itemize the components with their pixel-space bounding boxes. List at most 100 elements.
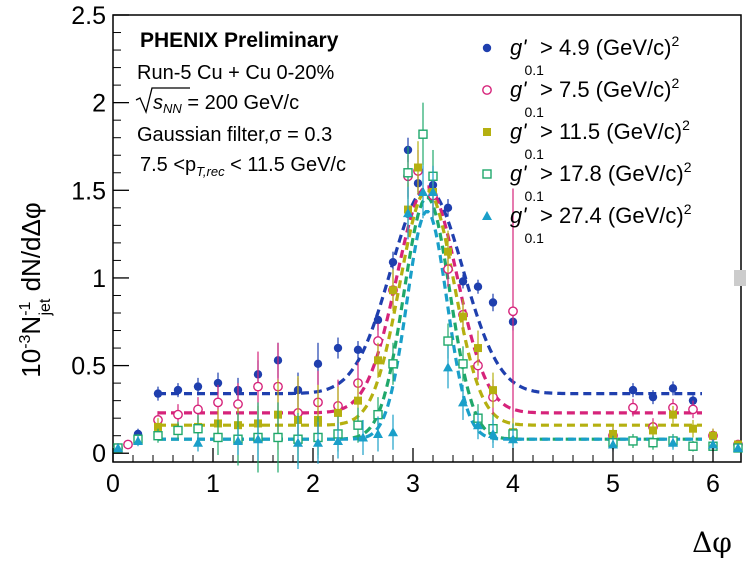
data-point [354, 396, 362, 405]
pt-range-sub: T,rec [196, 164, 225, 179]
data-point [213, 432, 223, 443]
data-point [418, 129, 428, 139]
data-point [213, 378, 223, 388]
data-point [123, 439, 133, 450]
data-point [373, 428, 383, 438]
data-point [153, 389, 163, 398]
data-point [688, 404, 698, 415]
data-point [418, 187, 428, 197]
data-point [443, 336, 453, 346]
data-point [313, 359, 323, 369]
data-point [668, 384, 678, 393]
data-point [608, 439, 618, 449]
data-point [333, 343, 343, 353]
legend: g' 0.1 > 4.9 (GeV/c)2g' 0.1 > 7.5 (GeV/c)2… [482, 33, 692, 246]
data-point [488, 428, 498, 438]
plot-frame [112, 14, 742, 463]
data-point [689, 424, 697, 433]
data-point [609, 429, 617, 438]
legend-entry: g' 0.1 > 4.9 (GeV/c)2 [510, 33, 679, 78]
data-point [373, 315, 383, 325]
legend-marker [482, 211, 492, 220]
data-point [358, 432, 368, 442]
x-axis-label: Δφ [692, 526, 732, 559]
x-tick-label: 3 [406, 470, 420, 498]
data-point [374, 356, 382, 365]
x-tick-label: 1 [206, 470, 220, 498]
data-point [488, 298, 498, 307]
data-point [388, 257, 398, 267]
data-point [628, 385, 638, 395]
data-point [668, 437, 678, 447]
data-point [233, 399, 243, 410]
data-point [444, 247, 452, 256]
sqrt-sub: NN [163, 101, 182, 116]
data-point [474, 344, 482, 353]
pt-range-post: < 11.5 GeV/c [225, 154, 346, 176]
legend-marker [482, 43, 492, 53]
legend-entry: g' 0.1 > 17.8 (GeV/c)2 [510, 159, 692, 204]
data-point [628, 436, 638, 446]
data-point [443, 362, 453, 372]
x-tick-label: 2 [306, 470, 320, 498]
annotation-energy: sNN = 200 GeV/c [135, 87, 299, 116]
data-point [733, 442, 743, 452]
data-point [173, 425, 183, 436]
axes: 0 1 2 3 4 5 6 0 0.5 1 1.5 2 2.5 [71, 2, 720, 498]
data-point [353, 420, 363, 430]
y-tick-label: 1.5 [71, 177, 106, 205]
energy-rest: = 200 GeV/c [182, 92, 299, 114]
data-point [443, 203, 453, 213]
data-point [213, 397, 223, 408]
data-point [508, 434, 518, 444]
data-point [193, 404, 203, 415]
data-points [113, 102, 743, 473]
y-tick-label: 0 [92, 440, 106, 468]
svg-text:sNN = 200 GeV/c: sNN = 200 GeV/c [153, 92, 299, 116]
data-point [688, 396, 698, 405]
legend-entry: g' 0.1 > 27.4 (GeV/c)2 [510, 201, 692, 246]
data-point [173, 409, 183, 420]
legend-entry: g' 0.1 > 7.5 (GeV/c)2 [510, 75, 679, 120]
data-point [628, 402, 638, 413]
sqrt-s: s [153, 92, 163, 114]
data-point [333, 435, 343, 445]
data-point [153, 431, 163, 441]
data-point [293, 437, 303, 447]
data-point [508, 306, 518, 317]
edge-marker [734, 270, 746, 286]
x-tick-label: 5 [606, 470, 620, 498]
data-point [233, 435, 243, 445]
data-point [193, 437, 203, 447]
data-point [428, 187, 438, 197]
data-point [403, 168, 413, 178]
legend-entry: g' 0.1 > 11.5 (GeV/c)2 [510, 117, 690, 162]
data-point [649, 426, 657, 435]
y-tick-label: 1 [92, 265, 106, 293]
legend-marker [482, 85, 492, 95]
data-point [173, 385, 183, 395]
annotation-title: PHENIX Preliminary [140, 29, 339, 52]
data-point [459, 312, 467, 321]
data-point [193, 423, 203, 434]
data-point [648, 392, 658, 402]
annotation-block: PHENIX Preliminary Run-5 Cu + Cu 0-20% s… [135, 29, 346, 179]
x-tick-label: 0 [106, 470, 120, 498]
data-point [458, 359, 468, 369]
data-point [313, 437, 323, 447]
annotation-pt-range: 7.5 <pT,rec < 11.5 GeV/c [140, 154, 346, 179]
sqrt-sign [135, 87, 190, 115]
x-tick-label: 6 [706, 470, 720, 498]
data-point [489, 386, 497, 395]
data-point [334, 408, 342, 417]
data-point [473, 282, 483, 291]
data-point [154, 422, 162, 431]
data-point [133, 435, 143, 445]
data-point [458, 277, 468, 286]
annotation-filter: Gaussian filter,σ = 0.3 [137, 124, 332, 146]
legend-marker [483, 128, 491, 136]
series-5 [113, 165, 743, 470]
data-point [388, 359, 398, 369]
data-point [688, 441, 698, 451]
